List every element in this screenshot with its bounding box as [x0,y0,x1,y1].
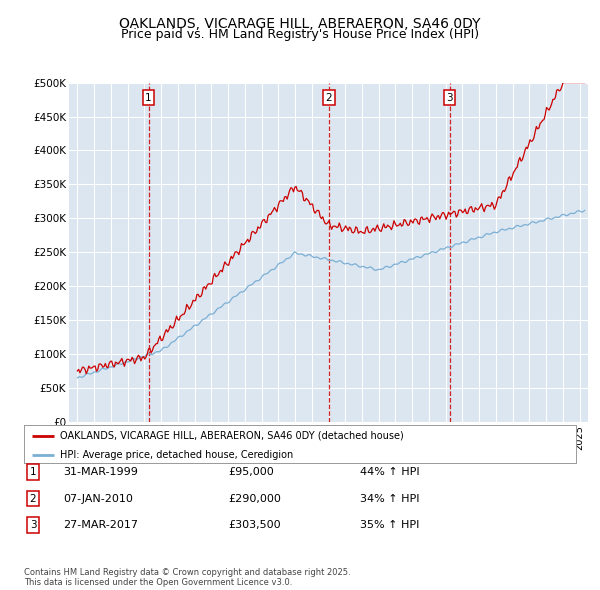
Text: HPI: Average price, detached house, Ceredigion: HPI: Average price, detached house, Cere… [60,450,293,460]
Text: 34% ↑ HPI: 34% ↑ HPI [360,494,419,503]
Text: 27-MAR-2017: 27-MAR-2017 [63,520,138,530]
Text: OAKLANDS, VICARAGE HILL, ABERAERON, SA46 0DY: OAKLANDS, VICARAGE HILL, ABERAERON, SA46… [119,17,481,31]
Text: £95,000: £95,000 [228,467,274,477]
Text: 2: 2 [326,93,332,103]
Text: 35% ↑ HPI: 35% ↑ HPI [360,520,419,530]
Text: 1: 1 [145,93,152,103]
Text: 2: 2 [29,494,37,503]
Text: 3: 3 [29,520,37,530]
Text: 07-JAN-2010: 07-JAN-2010 [63,494,133,503]
Text: £303,500: £303,500 [228,520,281,530]
Text: 44% ↑ HPI: 44% ↑ HPI [360,467,419,477]
Text: 31-MAR-1999: 31-MAR-1999 [63,467,138,477]
Text: Contains HM Land Registry data © Crown copyright and database right 2025.
This d: Contains HM Land Registry data © Crown c… [24,568,350,587]
Text: Price paid vs. HM Land Registry's House Price Index (HPI): Price paid vs. HM Land Registry's House … [121,28,479,41]
Text: £290,000: £290,000 [228,494,281,503]
Text: 3: 3 [446,93,453,103]
Text: 1: 1 [29,467,37,477]
Text: OAKLANDS, VICARAGE HILL, ABERAERON, SA46 0DY (detached house): OAKLANDS, VICARAGE HILL, ABERAERON, SA46… [60,431,404,441]
